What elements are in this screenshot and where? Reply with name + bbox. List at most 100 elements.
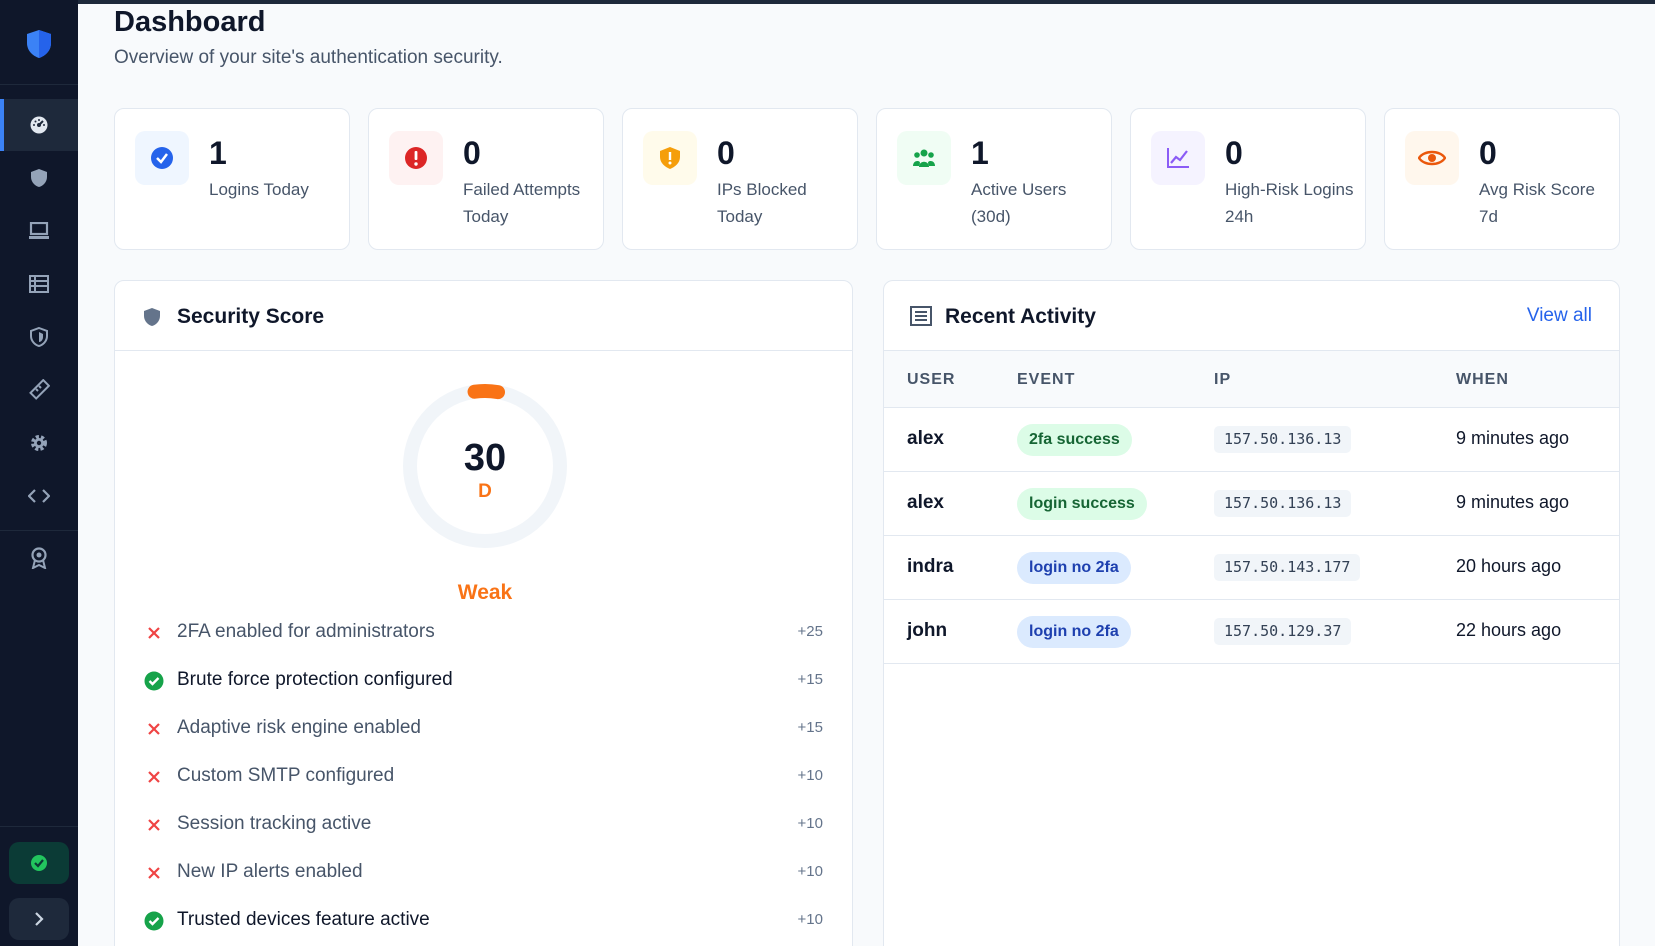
- users-icon: [913, 149, 935, 167]
- stat-label: High-Risk Logins 24h: [1225, 180, 1354, 226]
- cell-ip: 157.50.143.177: [1214, 554, 1361, 581]
- stat-card-avg-risk-score: 0 Avg Risk Score 7d: [1384, 108, 1620, 250]
- page-subtitle: Overview of your site's authentication s…: [114, 47, 503, 68]
- check-points: +10: [797, 767, 823, 784]
- stat-card-high-risk-logins: 0 High-Risk Logins 24h: [1130, 108, 1366, 250]
- stat-label: Failed Attempts Today: [463, 180, 581, 226]
- score-value: 30: [463, 437, 507, 479]
- event-badge: login no 2fa: [1017, 616, 1131, 648]
- close-icon: [148, 723, 160, 735]
- cell-user: alex: [907, 492, 944, 513]
- check-status-icon: [143, 718, 165, 740]
- stat-value: 0: [717, 135, 735, 171]
- table-row[interactable]: alex login success 157.50.136.13 9 minutes …: [884, 472, 1619, 536]
- table-header: USER EVENT IP WHEN: [884, 351, 1619, 408]
- close-icon: [148, 819, 160, 831]
- security-check-item: Custom SMTP configured +10: [143, 763, 823, 793]
- gauge-progress-arc: [403, 384, 567, 548]
- check-label: 2FA enabled for administrators: [177, 621, 435, 642]
- table-row[interactable]: indra login no 2fa 157.50.143.177 20 hours …: [884, 536, 1619, 600]
- eye-icon: [1418, 150, 1446, 166]
- view-all-link[interactable]: View all: [1526, 305, 1592, 326]
- cell-user: alex: [907, 428, 944, 449]
- cell-ip: 157.50.136.13: [1214, 426, 1352, 453]
- stat-card-active-users: 1 Active Users (30d): [876, 108, 1112, 250]
- check-status-icon: [143, 862, 165, 884]
- column-header-user[interactable]: USER: [907, 371, 956, 388]
- close-icon: [148, 867, 160, 879]
- list-icon: [910, 306, 932, 326]
- security-score-panel: Security Score 30 D Weak 2FA enabled for…: [114, 280, 853, 946]
- check-label: Adaptive risk engine enabled: [177, 717, 422, 738]
- column-header-event[interactable]: EVENT: [1017, 371, 1076, 388]
- check-label: Trusted devices feature active: [177, 909, 430, 930]
- cell-when: 9 minutes ago: [1456, 492, 1570, 512]
- sidebar-item-dashboard[interactable]: [0, 99, 78, 151]
- shield-icon: [31, 169, 47, 187]
- gauge-icon: [30, 116, 48, 134]
- check-status-icon: [143, 814, 165, 836]
- recent-activity-panel: Recent Activity View all USER EVENT IP W…: [883, 280, 1620, 946]
- event-badge: login success: [1017, 488, 1147, 520]
- score-grade: D: [478, 481, 492, 502]
- page-title: Dashboard: [114, 6, 266, 38]
- sidebar-item-logs[interactable]: [0, 258, 78, 310]
- column-header-ip[interactable]: IP: [1214, 371, 1232, 388]
- check-circle-icon: [144, 671, 164, 691]
- stat-label: Avg Risk Score 7d: [1479, 180, 1595, 226]
- security-check-item: Adaptive risk engine enabled +15: [143, 715, 823, 745]
- table-row[interactable]: alex 2fa success 157.50.136.13 9 minutes ag…: [884, 408, 1619, 472]
- check-label: Custom SMTP configured: [177, 765, 395, 786]
- check-points: +10: [797, 863, 823, 880]
- sidebar-logo[interactable]: [0, 4, 78, 85]
- score-gauge: [403, 384, 567, 548]
- stat-card-ips-blocked: 0 IPs Blocked Today: [622, 108, 858, 250]
- shield-warning-icon: [660, 147, 680, 169]
- cell-when: 20 hours ago: [1456, 556, 1562, 576]
- cell-when: 9 minutes ago: [1456, 428, 1570, 448]
- stat-label: Logins Today: [209, 180, 309, 199]
- sidebar-item-sessions[interactable]: [0, 205, 78, 257]
- cell-ip: 157.50.136.13: [1214, 490, 1352, 517]
- sidebar-divider: [0, 826, 78, 827]
- check-status-icon: [143, 766, 165, 788]
- cell-when: 22 hours ago: [1456, 620, 1562, 640]
- security-check-item: New IP alerts enabled +10: [143, 859, 823, 889]
- check-label: Session tracking active: [177, 813, 372, 834]
- stat-label: Active Users (30d): [971, 180, 1067, 226]
- laptop-icon: [29, 222, 49, 239]
- check-points: +10: [797, 911, 823, 928]
- sidebar-item-security[interactable]: [0, 152, 78, 204]
- sidebar-item-badge[interactable]: [0, 532, 78, 584]
- sidebar-toggle-button[interactable]: [9, 898, 69, 940]
- list-icon: [29, 275, 49, 293]
- stat-card-failed-attempts: 0 Failed Attempts Today: [368, 108, 604, 250]
- stat-value: 0: [1225, 135, 1243, 171]
- column-header-when[interactable]: WHEN: [1456, 371, 1509, 388]
- top-border: [0, 0, 1655, 4]
- shield-icon: [144, 308, 160, 326]
- stat-value: 1: [209, 135, 227, 171]
- stat-label: IPs Blocked Today: [717, 180, 807, 226]
- check-points: +10: [797, 815, 823, 832]
- sidebar-item-settings[interactable]: [0, 417, 78, 469]
- stat-value: 0: [463, 135, 481, 171]
- table-row[interactable]: john login no 2fa 157.50.129.37 22 hours ag…: [884, 600, 1619, 664]
- sidebar-item-tools[interactable]: [0, 364, 78, 416]
- code-icon: [28, 489, 50, 503]
- check-status-icon: [143, 910, 165, 932]
- sidebar-item-developer[interactable]: [0, 470, 78, 522]
- stat-value: 1: [971, 135, 989, 171]
- status-indicator[interactable]: [9, 842, 69, 884]
- check-points: +25: [797, 623, 823, 640]
- close-icon: [148, 627, 160, 639]
- award-icon: [31, 547, 47, 569]
- panel-header: Recent Activity View all: [884, 281, 1619, 351]
- security-check-item: Trusted devices feature active +10: [143, 907, 823, 937]
- check-badge-icon: [151, 147, 173, 169]
- shield-half-icon: [30, 327, 48, 347]
- score-label: Weak: [457, 581, 513, 604]
- sidebar-item-ip-rules[interactable]: [0, 311, 78, 363]
- cell-user: john: [907, 620, 948, 641]
- security-check-item: Brute force protection configured +15: [143, 667, 823, 697]
